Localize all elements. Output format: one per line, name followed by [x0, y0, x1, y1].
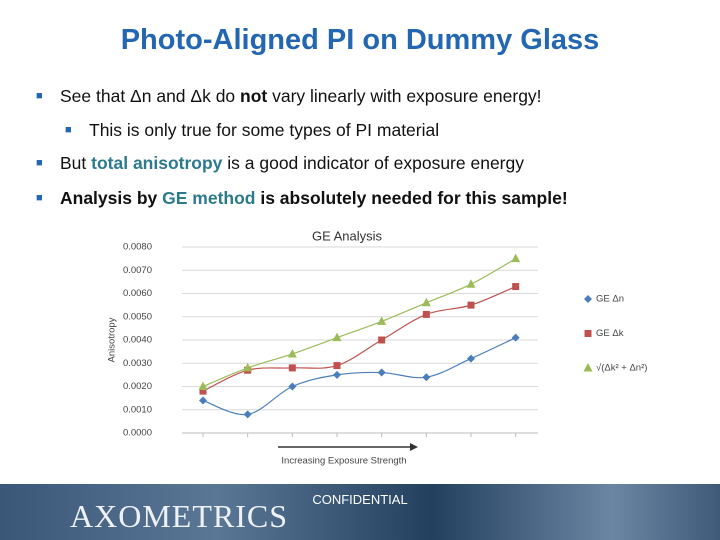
text: total anisotropy — [91, 153, 223, 173]
text: vary linearly with exposure energy! — [267, 86, 542, 106]
y-tick-label: 0.0020 — [123, 381, 152, 392]
arrow-head — [410, 443, 418, 451]
data-point — [288, 382, 297, 391]
legend-marker — [584, 295, 592, 303]
sub-bullet: ■ This is only true for some types of PI … — [65, 120, 440, 140]
y-axis-label: Anisotropy — [107, 317, 118, 362]
legend-label: √(Δk² + Δn²) — [596, 363, 647, 374]
data-point — [421, 297, 431, 307]
data-point — [378, 336, 386, 344]
bullet: ■ But total anisotropy is a good indicato… — [36, 153, 524, 173]
data-point — [332, 332, 342, 342]
slide-title: Photo-Aligned PI on Dummy Glass — [120, 24, 600, 56]
y-tick-label: 0.0000 — [123, 428, 152, 439]
y-tick-label: 0.0080 — [123, 242, 152, 253]
data-point — [512, 283, 520, 291]
legend-label: GE Δk — [596, 328, 624, 339]
legend-marker — [583, 363, 593, 372]
bullet: ■ See that Δn and Δk do not vary linearly… — [36, 86, 542, 106]
data-point — [511, 253, 521, 263]
data-point — [422, 373, 431, 382]
text: is a good indicator of exposure energy — [222, 153, 524, 173]
trend-line — [202, 337, 516, 416]
chart: GE Analysis Anisotropy Increasing Exposu… — [107, 228, 648, 467]
legend-label: GE Δn — [596, 294, 624, 305]
data-point — [199, 387, 207, 395]
data-point — [511, 333, 520, 342]
trend-line — [202, 285, 516, 392]
data-point — [377, 368, 386, 377]
data-point — [243, 362, 253, 372]
x-axis-label: Increasing Exposure Strength — [281, 456, 406, 467]
text: See that Δn and Δk do — [60, 86, 241, 106]
y-tick-label: 0.0010 — [123, 404, 152, 415]
y-tick-label: 0.0050 — [123, 311, 152, 322]
data-point — [333, 370, 341, 379]
text: not — [240, 86, 268, 106]
footer-text: CONFIDENTIAL — [312, 492, 408, 507]
legend-marker — [584, 330, 592, 337]
text: This is only true for some types of PI m… — [89, 120, 440, 140]
y-tick-label: 0.0060 — [123, 288, 152, 299]
text: Analysis by — [60, 188, 163, 208]
data-point — [467, 354, 475, 363]
data-point — [467, 301, 475, 309]
data-point — [333, 362, 341, 370]
data-point — [243, 410, 252, 419]
bullet: ■ Analysis by GE method is absolutely nee… — [36, 188, 568, 208]
y-tick-label: 0.0040 — [123, 335, 152, 346]
footer: AXOMETRICS CONFIDENTIAL — [0, 484, 720, 540]
data-point — [422, 310, 430, 318]
data-point — [198, 381, 208, 390]
text: But — [60, 153, 92, 173]
data-point — [377, 316, 387, 325]
y-tick-label: 0.0030 — [123, 358, 152, 369]
logo: AXOMETRICS — [70, 498, 289, 534]
data-point — [287, 348, 297, 358]
data-point — [288, 364, 296, 372]
trend-line — [202, 258, 516, 388]
text: is absolutely needed for this sample! — [255, 188, 568, 208]
data-point — [466, 279, 476, 288]
text: GE method — [162, 188, 256, 208]
y-tick-label: 0.0070 — [123, 265, 152, 276]
chart-title: GE Analysis — [312, 228, 383, 243]
data-point — [199, 396, 207, 405]
